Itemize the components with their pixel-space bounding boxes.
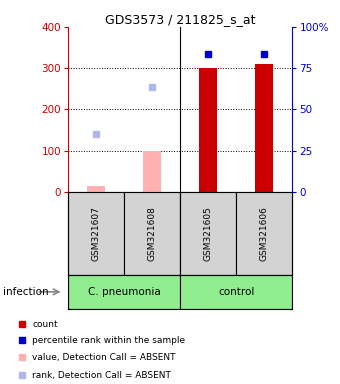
Bar	[199, 68, 217, 192]
Text: GSM321606: GSM321606	[260, 206, 269, 261]
Bar	[68, 192, 124, 275]
Bar	[87, 186, 105, 192]
Text: percentile rank within the sample: percentile rank within the sample	[32, 336, 185, 345]
Bar	[255, 64, 273, 192]
Text: infection: infection	[3, 287, 49, 297]
Bar	[180, 192, 236, 275]
Text: GSM321608: GSM321608	[148, 206, 157, 261]
Text: value, Detection Call = ABSENT: value, Detection Call = ABSENT	[32, 353, 175, 361]
Text: count: count	[32, 319, 58, 329]
Text: GSM321605: GSM321605	[204, 206, 213, 261]
Bar	[236, 192, 292, 275]
Bar	[124, 192, 180, 275]
Title: GDS3573 / 211825_s_at: GDS3573 / 211825_s_at	[105, 13, 255, 26]
Text: GSM321607: GSM321607	[91, 206, 101, 261]
Bar	[143, 151, 161, 192]
Text: C. pneumonia: C. pneumonia	[88, 287, 160, 297]
Bar	[180, 275, 292, 309]
Bar	[68, 275, 180, 309]
Text: rank, Detection Call = ABSENT: rank, Detection Call = ABSENT	[32, 371, 171, 380]
Text: control: control	[218, 287, 254, 297]
